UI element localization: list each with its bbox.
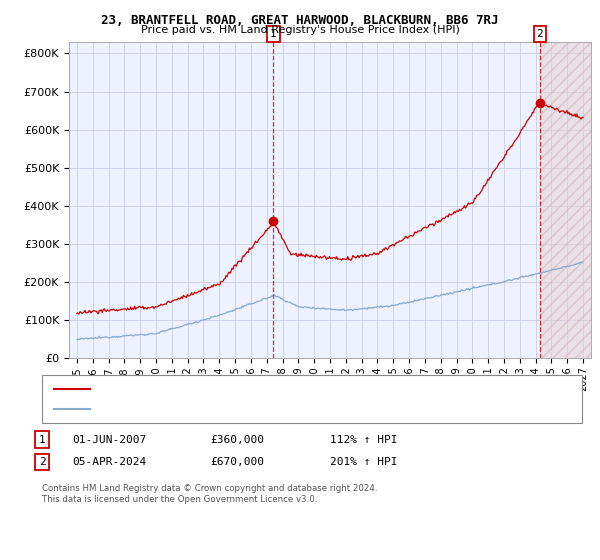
Text: 201% ↑ HPI: 201% ↑ HPI <box>330 457 398 467</box>
Text: 23, BRANTFELL ROAD, GREAT HARWOOD, BLACKBURN, BB6 7RJ (detached house): 23, BRANTFELL ROAD, GREAT HARWOOD, BLACK… <box>102 384 539 394</box>
Text: 05-APR-2024: 05-APR-2024 <box>72 457 146 467</box>
Text: 2: 2 <box>38 457 46 467</box>
Text: 2: 2 <box>536 29 543 39</box>
Text: 112% ↑ HPI: 112% ↑ HPI <box>330 435 398 445</box>
Text: 23, BRANTFELL ROAD, GREAT HARWOOD, BLACKBURN, BB6 7RJ: 23, BRANTFELL ROAD, GREAT HARWOOD, BLACK… <box>101 14 499 27</box>
Text: 1: 1 <box>38 435 46 445</box>
Text: 1: 1 <box>270 29 277 39</box>
Bar <box>540 42 591 358</box>
Text: Price paid vs. HM Land Registry's House Price Index (HPI): Price paid vs. HM Land Registry's House … <box>140 25 460 35</box>
Text: £670,000: £670,000 <box>210 457 264 467</box>
Text: HPI: Average price, detached house, Hyndburn: HPI: Average price, detached house, Hynd… <box>102 404 377 414</box>
Text: 01-JUN-2007: 01-JUN-2007 <box>72 435 146 445</box>
Text: £360,000: £360,000 <box>210 435 264 445</box>
Text: Contains HM Land Registry data © Crown copyright and database right 2024.
This d: Contains HM Land Registry data © Crown c… <box>42 484 377 504</box>
